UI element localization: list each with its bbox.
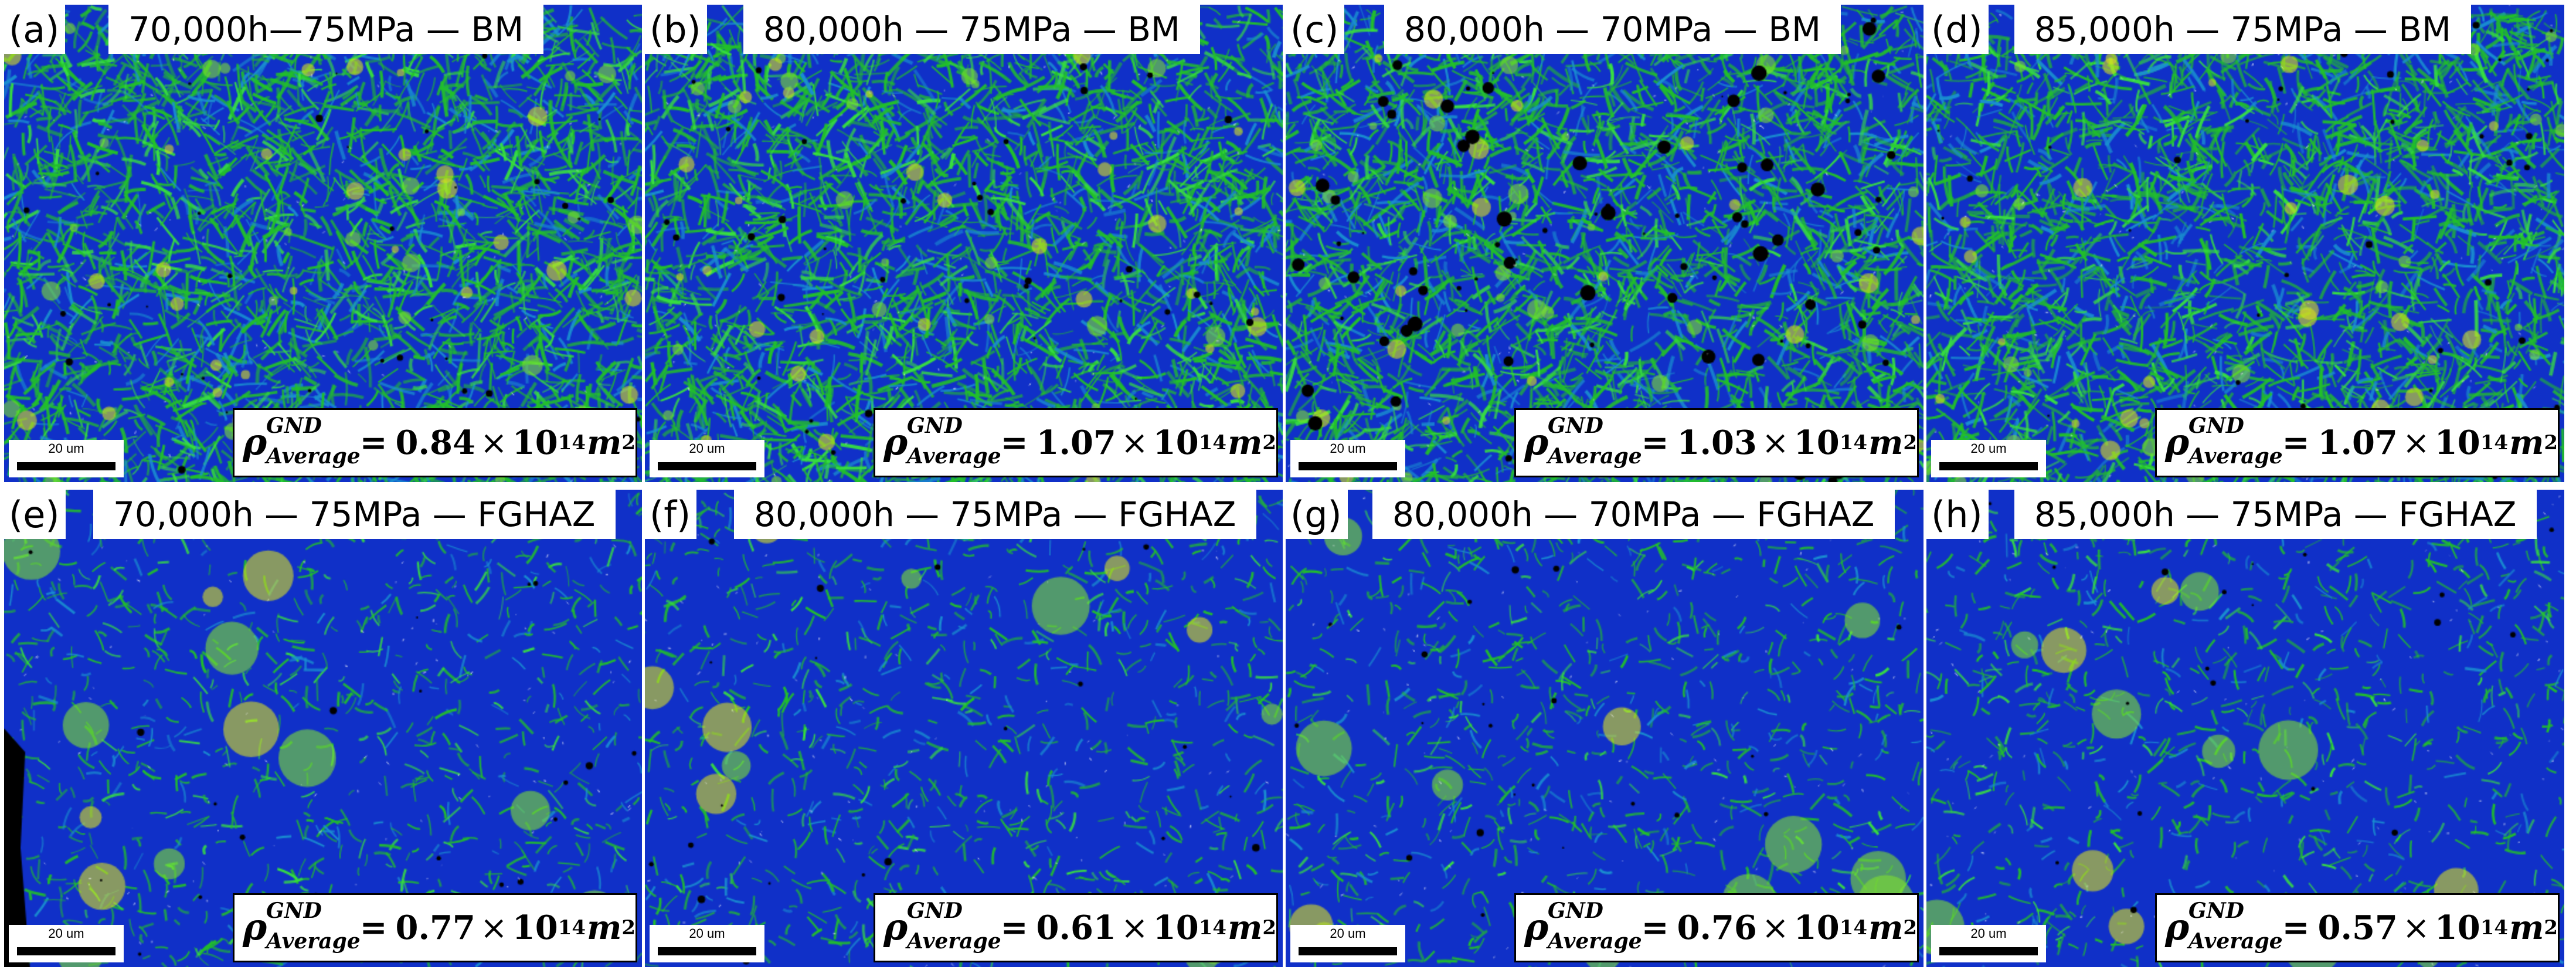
- panel-e: (e) 70,000h — 75MPa — FGHAZ 20 um ρ GND Av…: [4, 490, 642, 967]
- gnd-density-label: ρ GND Average = 0.84 × 10 14 m 2: [233, 408, 637, 477]
- gnd-density-label: ρ GND Average = 1.07 × 10 14 m 2: [874, 408, 1278, 477]
- scale-bar-line: [17, 462, 115, 470]
- panel-letter: (b): [645, 5, 707, 54]
- gnd-density-label: ρ GND Average = 1.03 × 10 14 m 2: [1514, 408, 1919, 477]
- gnd-density-value: 1.07: [2317, 423, 2398, 462]
- scale-bar: 20 um: [650, 440, 764, 477]
- scale-bar: 20 um: [1931, 925, 2046, 962]
- scale-bar: 20 um: [650, 925, 764, 962]
- panel-letter: (f): [645, 490, 697, 539]
- gnd-density-value: 0.57: [2317, 908, 2398, 947]
- panel-title: 80,000h — 70MPa — FGHAZ: [1372, 490, 1895, 539]
- panel-letter: (d): [1926, 5, 1989, 54]
- gnd-density-value: 0.84: [395, 423, 475, 462]
- gnd-density-value: 0.77: [395, 908, 475, 947]
- panel-g: (g) 80,000h — 70MPa — FGHAZ 20 um ρ GND Av…: [1286, 490, 1923, 967]
- scale-bar-line: [1299, 462, 1397, 470]
- scale-bar-line: [17, 947, 115, 955]
- panel-c: (c) 80,000h — 70MPa — BM 20 um ρ GND Avera…: [1286, 5, 1923, 482]
- scale-bar-label: 20 um: [689, 926, 725, 941]
- rho-symbol: ρ GND Average: [1524, 413, 1642, 469]
- gnd-map-image: [4, 5, 642, 482]
- gnd-density-label: ρ GND Average = 0.77 × 10 14 m 2: [233, 893, 637, 962]
- scale-bar-label: 20 um: [1970, 441, 2007, 456]
- gnd-map-image: [645, 5, 1283, 482]
- gnd-density-label: ρ GND Average = 0.76 × 10 14 m 2: [1514, 893, 1919, 962]
- gnd-density-value: 0.61: [1036, 908, 1116, 947]
- panel-b: (b) 80,000h — 75MPa — BM 20 um ρ GND Avera…: [645, 5, 1283, 482]
- rho-symbol: ρ GND Average: [243, 413, 361, 469]
- gnd-map-image: [1926, 5, 2564, 482]
- rho-symbol: ρ GND Average: [1524, 898, 1642, 954]
- rho-symbol: ρ GND Average: [2165, 898, 2283, 954]
- rho-symbol: ρ GND Average: [883, 898, 1001, 954]
- panel-letter: (c): [1286, 5, 1345, 54]
- scale-bar-line: [1939, 947, 2038, 955]
- panel-letter: (a): [4, 5, 66, 54]
- panel-letter: (h): [1926, 490, 1989, 539]
- gnd-density-value: 1.03: [1677, 423, 1757, 462]
- scale-bar-label: 20 um: [1330, 441, 1366, 456]
- gnd-density-value: 0.76: [1677, 908, 1757, 947]
- panel-a: (a) 70,000h—75MPa — BM 20 um ρ GND Average…: [4, 5, 642, 482]
- panel-letter: (e): [4, 490, 66, 539]
- scale-bar: 20 um: [1290, 925, 1405, 962]
- gnd-density-label: ρ GND Average = 1.07 × 10 14 m 2: [2155, 408, 2560, 477]
- scale-bar: 20 um: [9, 925, 124, 962]
- gnd-map-image: [1926, 490, 2564, 967]
- panel-f: (f) 80,000h — 75MPa — FGHAZ 20 um ρ GND Av…: [645, 490, 1283, 967]
- panel-letter: (g): [1286, 490, 1348, 539]
- gnd-map-image: [1286, 5, 1923, 482]
- scale-bar-line: [658, 947, 756, 955]
- scale-bar-line: [1299, 947, 1397, 955]
- scale-bar-label: 20 um: [1970, 926, 2007, 941]
- panel-title: 80,000h — 70MPa — BM: [1384, 5, 1841, 54]
- rho-symbol: ρ GND Average: [243, 898, 361, 954]
- scale-bar: 20 um: [1931, 440, 2046, 477]
- rho-symbol: ρ GND Average: [883, 413, 1001, 469]
- scale-bar-line: [1939, 462, 2038, 470]
- scale-bar: 20 um: [9, 440, 124, 477]
- gnd-density-label: ρ GND Average = 0.61 × 10 14 m 2: [874, 893, 1278, 962]
- panel-d: (d) 85,000h — 75MPa — BM 20 um ρ GND Avera…: [1926, 5, 2564, 482]
- scale-bar: 20 um: [1290, 440, 1405, 477]
- panel-title: 80,000h — 75MPa — FGHAZ: [734, 490, 1256, 539]
- rho-symbol: ρ GND Average: [2165, 413, 2283, 469]
- panel-title: 85,000h — 75MPa — FGHAZ: [2014, 490, 2537, 539]
- panel-title: 70,000h — 75MPa — FGHAZ: [93, 490, 616, 539]
- gnd-density-value: 1.07: [1036, 423, 1116, 462]
- scale-bar-label: 20 um: [48, 441, 84, 456]
- scale-bar-line: [658, 462, 756, 470]
- gnd-density-label: ρ GND Average = 0.57 × 10 14 m 2: [2155, 893, 2560, 962]
- scale-bar-label: 20 um: [48, 926, 84, 941]
- panel-h: (h) 85,000h — 75MPa — FGHAZ 20 um ρ GND Av…: [1926, 490, 2564, 967]
- panel-title: 70,000h—75MPa — BM: [108, 5, 544, 54]
- gnd-map-image: [4, 490, 642, 967]
- gnd-map-image: [645, 490, 1283, 967]
- scale-bar-label: 20 um: [689, 441, 725, 456]
- panel-title: 80,000h — 75MPa — BM: [743, 5, 1201, 54]
- panel-title: 85,000h — 75MPa — BM: [2014, 5, 2472, 54]
- scale-bar-label: 20 um: [1330, 926, 1366, 941]
- gnd-map-image: [1286, 490, 1923, 967]
